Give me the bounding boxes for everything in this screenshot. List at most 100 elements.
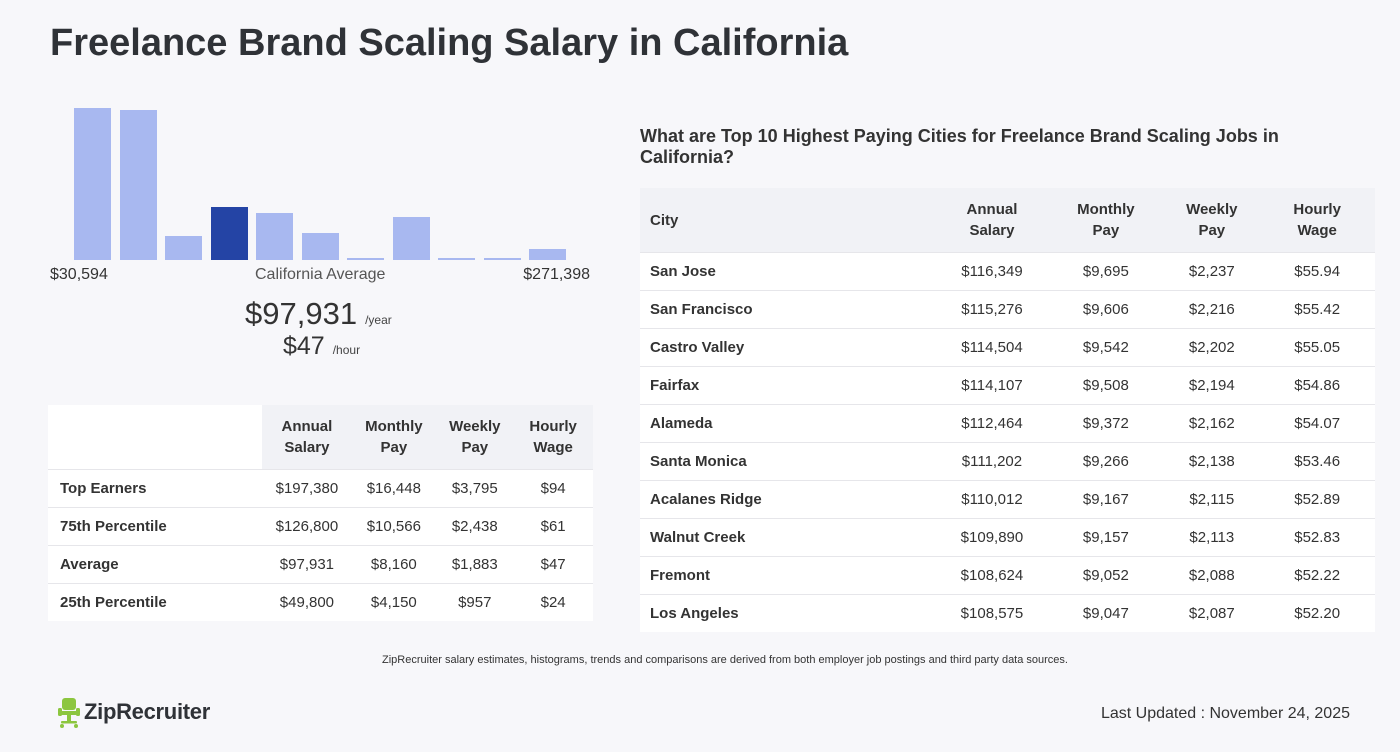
cell-annual: $111,202	[936, 442, 1048, 481]
table-row: Alameda $112,464 $9,372 $2,162 $54.07	[640, 404, 1375, 443]
cell-annual: $112,464	[936, 404, 1048, 443]
cell-hourly: $47	[513, 545, 593, 584]
table-row: Santa Monica $111,202 $9,266 $2,138 $53.46	[640, 442, 1375, 481]
cell-annual: $109,890	[936, 518, 1048, 557]
histogram-bar	[301, 233, 339, 260]
city-name: Walnut Creek	[640, 518, 937, 557]
city-name: Alameda	[640, 404, 937, 443]
cell-hourly: $61	[513, 507, 593, 546]
cell-weekly: $2,237	[1164, 252, 1260, 291]
histogram-average-label: California Average	[255, 266, 386, 283]
header-city: City	[640, 188, 937, 253]
cell-annual: $97,931	[262, 545, 352, 584]
cell-hourly: $55.42	[1259, 290, 1375, 329]
city-name: Santa Monica	[640, 442, 937, 481]
cell-monthly: $16,448	[351, 469, 437, 508]
cell-annual: $108,624	[936, 556, 1048, 595]
table-row: Top Earners $197,380 $16,448 $3,795 $94	[48, 469, 593, 508]
cell-hourly: $54.07	[1259, 404, 1375, 443]
histogram-bar	[165, 236, 202, 260]
cell-monthly: $9,047	[1047, 594, 1165, 632]
histogram-bar	[119, 110, 157, 260]
logo-text: ZipRecruiter	[84, 699, 210, 724]
cell-annual: $108,575	[936, 594, 1048, 632]
page-title: Freelance Brand Scaling Salary in Califo…	[50, 22, 849, 64]
cell-monthly: $9,266	[1047, 442, 1165, 481]
city-name: San Francisco	[640, 290, 937, 329]
hourly-unit: /hour	[332, 343, 361, 357]
header-hourly-wage: Hourly Wage	[1259, 188, 1375, 253]
histogram-bar	[347, 258, 384, 260]
cell-annual: $114,107	[936, 366, 1048, 405]
cell-monthly: $9,052	[1047, 556, 1165, 595]
histogram-bar	[438, 258, 475, 260]
salary-histogram	[50, 100, 590, 260]
cell-monthly: $9,157	[1047, 518, 1165, 557]
cell-weekly: $957	[436, 583, 514, 621]
percentile-table: Annual Salary Monthly Pay Weekly Pay Hourly…	[48, 405, 593, 621]
table-row: Fremont $108,624 $9,052 $2,088 $52.22	[640, 556, 1375, 595]
cell-monthly: $10,566	[351, 507, 437, 546]
cell-weekly: $3,795	[436, 469, 514, 508]
histogram-bar	[256, 213, 293, 260]
cell-monthly: $9,167	[1047, 480, 1165, 519]
cell-annual: $114,504	[936, 328, 1048, 367]
last-updated: Last Updated : November 24, 2025	[1100, 705, 1350, 722]
table-row: Acalanes Ridge $110,012 $9,167 $2,115 $52.89	[640, 480, 1375, 519]
header-annual-salary: Annual Salary	[936, 188, 1048, 253]
cell-monthly: $4,150	[351, 583, 437, 621]
percentile-table-header: Annual Salary Monthly Pay Weekly Pay Hourly…	[48, 405, 593, 470]
table-row: 75th Percentile $126,800 $10,566 $2,438 …	[48, 507, 593, 546]
cell-monthly: $9,606	[1047, 290, 1165, 329]
cell-hourly: $52.20	[1259, 594, 1375, 632]
table-row: Average $97,931 $8,160 $1,883 $47	[48, 545, 593, 584]
cell-weekly: $2,202	[1164, 328, 1260, 367]
header-weekly-pay: Weekly Pay	[436, 405, 514, 470]
row-label: 75th Percentile	[48, 507, 263, 546]
cell-annual: $197,380	[262, 469, 352, 508]
annual-value: $97,931	[245, 296, 358, 331]
table-row: Castro Valley $114,504 $9,542 $2,202 $55.05	[640, 328, 1375, 367]
city-table-header: City Annual Salary Monthly Pay Weekly Pay H…	[640, 188, 1375, 253]
annual-unit: /year	[365, 313, 392, 327]
cell-weekly: $1,883	[436, 545, 514, 584]
cell-weekly: $2,138	[1164, 442, 1260, 481]
header-monthly-pay: Monthly Pay	[1047, 188, 1165, 253]
cell-annual: $116,349	[936, 252, 1048, 291]
ziprecruiter-logo[interactable]: ZipRecruiter	[58, 696, 210, 728]
cell-hourly: $55.94	[1259, 252, 1375, 291]
histogram-max-label: $271,398	[523, 266, 590, 283]
cell-annual: $115,276	[936, 290, 1048, 329]
cell-monthly: $9,372	[1047, 404, 1165, 443]
cell-weekly: $2,087	[1164, 594, 1260, 632]
cell-monthly: $8,160	[351, 545, 437, 584]
header-monthly-pay: Monthly Pay	[351, 405, 437, 470]
city-name: Fairfax	[640, 366, 937, 405]
cell-hourly: $94	[513, 469, 593, 508]
cell-hourly: $54.86	[1259, 366, 1375, 405]
histogram-bar	[483, 258, 521, 260]
average-hourly-wage: $47/hour	[283, 332, 360, 361]
city-table: City Annual Salary Monthly Pay Weekly Pay H…	[640, 188, 1375, 632]
city-name: Fremont	[640, 556, 937, 595]
cell-hourly: $52.83	[1259, 518, 1375, 557]
cell-monthly: $9,542	[1047, 328, 1165, 367]
cell-weekly: $2,162	[1164, 404, 1260, 443]
histogram-bar	[529, 249, 566, 260]
table-row: Walnut Creek $109,890 $9,157 $2,113 $52.83	[640, 518, 1375, 557]
cell-annual: $110,012	[936, 480, 1048, 519]
table-row: Fairfax $114,107 $9,508 $2,194 $54.86	[640, 366, 1375, 405]
cell-annual: $126,800	[262, 507, 352, 546]
cell-weekly: $2,216	[1164, 290, 1260, 329]
cell-weekly: $2,088	[1164, 556, 1260, 595]
row-label: Top Earners	[48, 469, 263, 508]
cell-annual: $49,800	[262, 583, 352, 621]
cell-weekly: $2,113	[1164, 518, 1260, 557]
histogram-bar	[392, 217, 430, 260]
histogram-bar-average	[210, 207, 248, 260]
cell-weekly: $2,115	[1164, 480, 1260, 519]
cell-hourly: $52.22	[1259, 556, 1375, 595]
header-hourly-wage: Hourly Wage	[513, 405, 593, 470]
city-name: Los Angeles	[640, 594, 937, 632]
header-weekly-pay: Weekly Pay	[1164, 188, 1260, 253]
